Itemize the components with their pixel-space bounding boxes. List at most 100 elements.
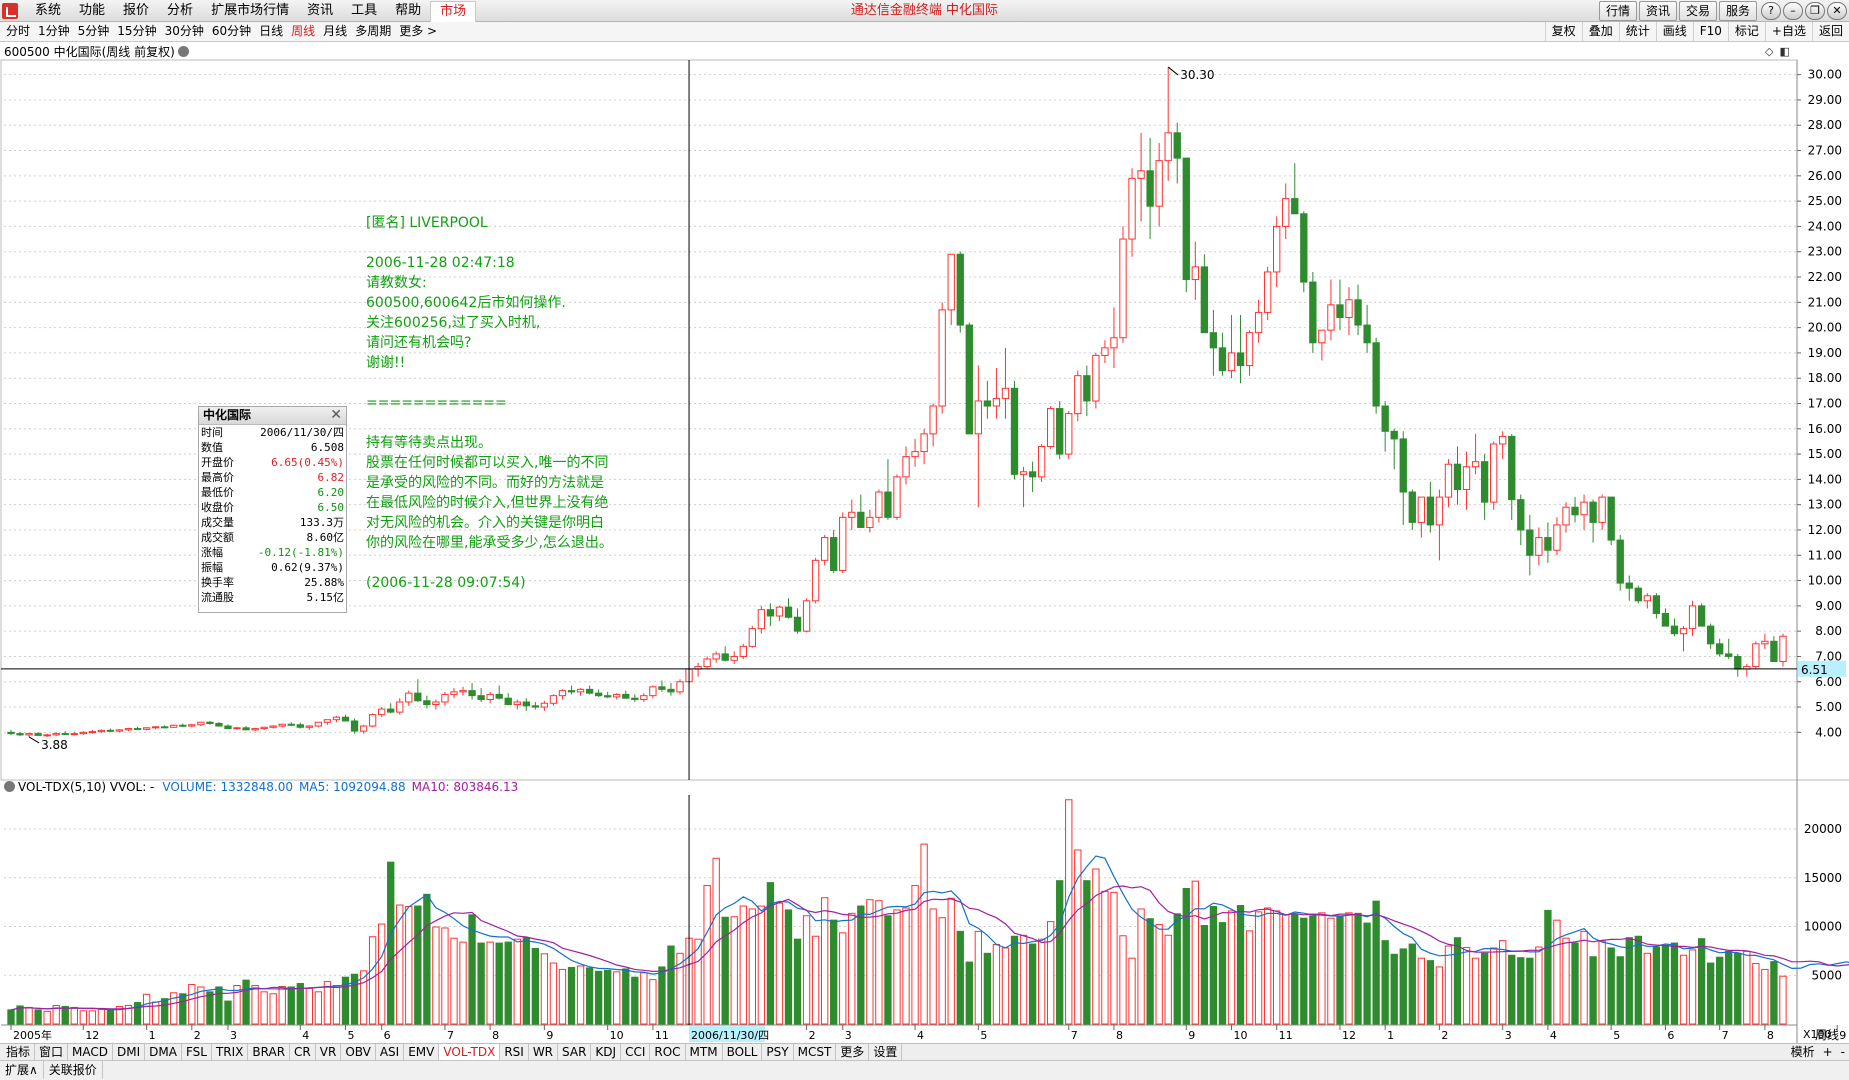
candle[interactable]	[323, 719, 332, 725]
candle[interactable]	[830, 529, 838, 573]
candle[interactable]	[1607, 496, 1615, 546]
candle[interactable]	[387, 703, 395, 714]
candle[interactable]	[477, 688, 485, 702]
candle[interactable]	[1526, 514, 1534, 576]
candle[interactable]	[1444, 459, 1453, 508]
indicator-tab[interactable]: MTM	[686, 1044, 723, 1060]
candle[interactable]	[296, 722, 304, 729]
menu-item[interactable]: 功能	[79, 3, 106, 18]
candle[interactable]	[188, 724, 196, 728]
menu-item[interactable]: 扩展市场行情	[211, 3, 290, 18]
candle[interactable]	[920, 428, 928, 465]
candle[interactable]	[1661, 608, 1670, 627]
candle[interactable]	[450, 688, 458, 699]
tool-button[interactable]: 画线	[1655, 22, 1693, 41]
top-button[interactable]: 资讯	[1638, 1, 1677, 21]
candle[interactable]	[640, 693, 648, 702]
candle[interactable]	[359, 724, 368, 734]
candle[interactable]	[1354, 284, 1362, 336]
candle[interactable]	[1652, 593, 1661, 619]
candle[interactable]	[875, 489, 883, 523]
indicator-tab[interactable]: BOLL	[723, 1044, 763, 1060]
bottom-tab[interactable]: 扩展∧	[0, 1061, 44, 1079]
close-icon[interactable]: ✕	[330, 407, 342, 423]
candle[interactable]	[1471, 433, 1480, 475]
candle[interactable]	[857, 494, 865, 528]
candle[interactable]	[1173, 122, 1181, 184]
candle[interactable]	[1110, 307, 1118, 369]
candle[interactable]	[52, 732, 60, 737]
menu-item[interactable]: 工具	[351, 3, 378, 18]
candle[interactable]	[1327, 279, 1335, 341]
candle[interactable]	[1218, 332, 1227, 376]
candle[interactable]	[1706, 623, 1715, 649]
candle[interactable]	[242, 726, 250, 731]
candle[interactable]	[1499, 431, 1507, 460]
help-icon[interactable]: ?	[1761, 2, 1781, 20]
candle[interactable]	[1381, 400, 1389, 452]
candle[interactable]	[224, 724, 232, 730]
candle[interactable]	[305, 725, 314, 730]
period-tab[interactable]: 更多 >	[399, 24, 438, 38]
candle[interactable]	[965, 322, 973, 435]
candle[interactable]	[658, 680, 666, 692]
candle[interactable]	[784, 598, 793, 619]
indicator-tab[interactable]: RSI	[500, 1044, 529, 1060]
candle[interactable]	[1273, 216, 1281, 288]
indicator-tab[interactable]: 设置	[869, 1044, 903, 1060]
menu-item[interactable]: 市场	[430, 1, 477, 22]
candle[interactable]	[1245, 330, 1254, 376]
menu-item[interactable]: 分析	[167, 3, 194, 18]
info-panel[interactable]: 中化国际 ✕ 时间 2006/11/30/四 数值 6.508 开盘价 6.65(0.45%…	[198, 406, 347, 613]
candle[interactable]	[332, 715, 341, 723]
candle[interactable]	[676, 679, 684, 695]
candle[interactable]	[1489, 441, 1498, 510]
candle[interactable]	[43, 733, 51, 737]
candle[interactable]	[1752, 641, 1760, 670]
candle[interactable]	[567, 685, 576, 695]
candle[interactable]	[1372, 337, 1380, 414]
candle[interactable]	[1119, 226, 1127, 343]
indicator-tab[interactable]: ASI	[376, 1044, 405, 1060]
candle[interactable]	[1761, 633, 1769, 649]
candle[interactable]	[432, 699, 440, 710]
candle[interactable]	[16, 731, 24, 737]
candle[interactable]	[1571, 497, 1579, 523]
candle[interactable]	[179, 723, 187, 728]
indicator-tab[interactable]: VR	[316, 1044, 342, 1060]
tool-button[interactable]: F10	[1692, 22, 1728, 41]
volume-settings-icon[interactable]	[4, 781, 15, 792]
candle[interactable]	[1697, 603, 1706, 627]
candle[interactable]	[1282, 183, 1290, 240]
candle[interactable]	[839, 512, 847, 573]
indicator-tab[interactable]: CR	[290, 1044, 316, 1060]
candle[interactable]	[1209, 309, 1218, 376]
candle[interactable]	[929, 403, 937, 447]
candle[interactable]	[1164, 67, 1172, 181]
candle[interactable]	[1589, 499, 1597, 543]
candle[interactable]	[1101, 340, 1109, 364]
menu-item[interactable]: 报价	[123, 3, 150, 18]
indicator-control[interactable]: +	[1822, 1045, 1833, 1059]
candle[interactable]	[1480, 454, 1489, 520]
period-tab[interactable]: 多周期	[355, 24, 392, 38]
candle[interactable]	[622, 690, 630, 699]
candle[interactable]	[115, 729, 124, 733]
candle[interactable]	[802, 598, 811, 633]
candle[interactable]	[314, 721, 323, 728]
candle[interactable]	[1634, 585, 1642, 604]
candle[interactable]	[206, 720, 214, 725]
tool-button[interactable]: 复权	[1544, 22, 1582, 41]
indicator-tab[interactable]: MCST	[794, 1044, 837, 1060]
chart-canvas[interactable]: 4.00 5.00 6.00 7.00 8.00 9.00 10.00 11.00 12.00 1…	[0, 0, 1849, 1043]
candle[interactable]	[938, 302, 946, 414]
period-tab[interactable]: 日线	[259, 24, 284, 38]
period-tab[interactable]: 1分钟	[38, 24, 70, 38]
candle[interactable]	[594, 689, 603, 697]
candle[interactable]	[1417, 496, 1425, 538]
indicator-tab[interactable]: ROC	[650, 1044, 686, 1060]
candle[interactable]	[1390, 428, 1398, 470]
candle[interactable]	[884, 459, 892, 520]
candle[interactable]	[1001, 347, 1010, 419]
period-tab[interactable]: 15分钟	[117, 24, 157, 38]
